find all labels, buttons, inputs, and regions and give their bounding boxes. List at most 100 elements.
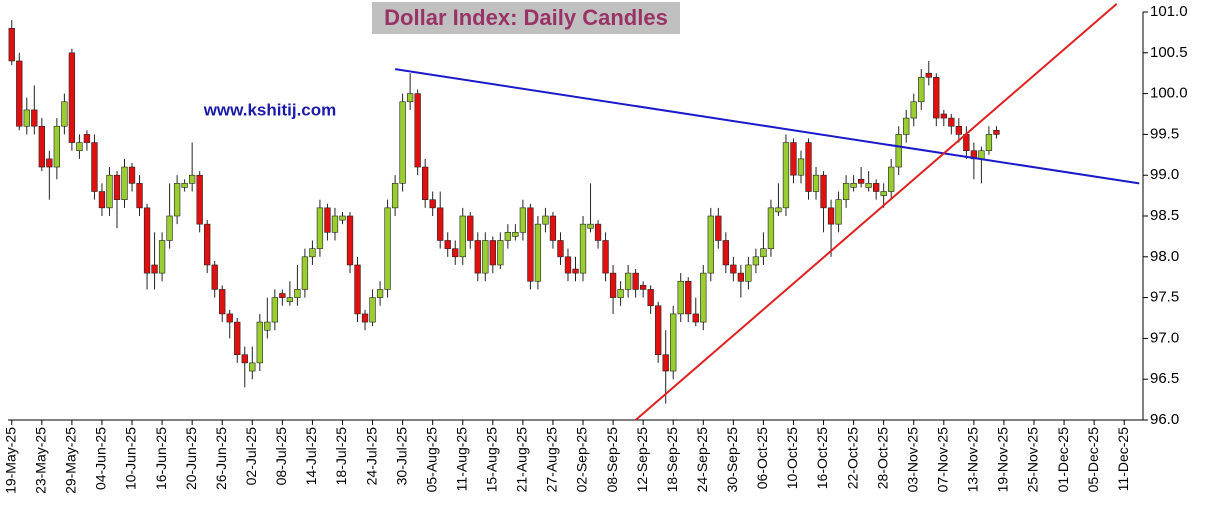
x-tick-label: 21-Aug-25 (514, 427, 530, 493)
x-tick-label: 02-Sep-25 (574, 427, 590, 493)
y-tick-label: 100.5 (1150, 44, 1188, 61)
y-tick-label: 96.5 (1150, 370, 1179, 387)
candle-body (489, 240, 496, 266)
candle-body (249, 362, 256, 372)
candle-body (579, 223, 587, 274)
x-tick-label: 22-Oct-25 (844, 427, 860, 489)
x-tick-label: 18-Jul-25 (333, 427, 349, 486)
candle-body (850, 183, 857, 188)
candle-body (76, 142, 83, 152)
candle-body (391, 183, 399, 209)
candle-body (587, 223, 594, 229)
candle-body (361, 313, 369, 323)
candle-body (827, 207, 835, 225)
x-tick-label: 27-Aug-25 (544, 427, 560, 493)
candle-body (948, 117, 955, 127)
candle-body (309, 248, 316, 258)
x-tick-label: 08-Sep-25 (604, 427, 620, 493)
candle-body (406, 93, 414, 103)
x-tick-label: 29-May-25 (63, 427, 79, 494)
candle-body (121, 166, 128, 200)
candle-body (23, 109, 30, 127)
candle-body (812, 174, 820, 192)
candle-body (857, 178, 865, 184)
candle-body (542, 215, 549, 225)
candle-body (978, 150, 985, 160)
candle-body (685, 280, 692, 315)
y-tick-label: 97.5 (1150, 289, 1179, 306)
candle-body (459, 215, 466, 258)
candle-body (624, 272, 632, 290)
candle-body (384, 207, 391, 290)
candle-body (707, 215, 714, 274)
candle-body (294, 289, 301, 298)
candle-body (880, 191, 887, 196)
x-tick-label: 30-Jul-25 (393, 427, 409, 486)
candle-body (918, 76, 925, 103)
candle-body (128, 166, 136, 184)
x-tick-label: 11-Aug-25 (453, 427, 469, 492)
candle-body (797, 158, 805, 176)
title-box (372, 2, 680, 34)
y-tick-label: 98.5 (1150, 207, 1179, 224)
candle-body (158, 240, 166, 274)
candle-body (369, 297, 376, 323)
candle-body (700, 272, 707, 323)
candle-body (31, 109, 38, 127)
trendline (634, 3, 1118, 421)
candle-body (376, 289, 384, 298)
y-tick-label: 98.0 (1150, 248, 1179, 265)
candle-body (346, 215, 354, 266)
chart-title: Dollar Index: Daily Candles (384, 5, 668, 30)
x-tick-label: 12-Sep-25 (634, 427, 650, 493)
y-tick-label: 96.0 (1150, 411, 1179, 428)
candle-body (38, 125, 45, 168)
candle-body (692, 313, 699, 323)
x-tick-label: 03-Nov-25 (904, 427, 920, 493)
candle-body (211, 264, 218, 290)
candle-body (113, 174, 121, 200)
candle-body (241, 354, 248, 364)
x-tick-label: 16-Oct-25 (814, 427, 830, 489)
y-tick-label: 101.0 (1150, 3, 1188, 20)
candle-body (136, 183, 143, 209)
x-tick-label: 07-Nov-25 (935, 427, 951, 493)
candle-body (782, 142, 790, 209)
candle-body (670, 313, 677, 372)
x-tick-label: 24-Sep-25 (694, 427, 710, 493)
candle-body (226, 313, 233, 323)
candle-body (910, 101, 917, 119)
candle-body (324, 207, 331, 233)
x-tick-label: 05-Dec-25 (1085, 427, 1101, 493)
candle-body (730, 264, 737, 274)
candle-body (279, 293, 286, 298)
x-tick-label: 14-Jul-25 (303, 427, 319, 486)
candle-body (655, 305, 662, 356)
candle-body (8, 28, 15, 62)
candle-body (181, 183, 188, 188)
candle-body (519, 207, 527, 233)
candle-body (835, 199, 842, 225)
candle-body (617, 289, 624, 298)
candle-body (632, 272, 639, 290)
candle-body (805, 142, 812, 192)
x-tick-label: 24-Jul-25 (363, 427, 379, 486)
x-tick-label: 15-Aug-25 (484, 427, 500, 493)
candle-body (497, 240, 504, 266)
candle-body (286, 297, 294, 302)
x-tick-label: 10-Oct-25 (784, 427, 800, 489)
candle-body (564, 256, 572, 274)
candle-body (903, 117, 910, 135)
x-tick-label: 11-Dec-25 (1115, 427, 1131, 492)
x-tick-label: 23-May-25 (33, 427, 49, 494)
y-tick-label: 100.0 (1150, 85, 1188, 102)
candle-body (452, 248, 459, 258)
x-tick-label: 13-Nov-25 (965, 427, 981, 493)
candle-body (173, 183, 181, 217)
candle-body (271, 297, 278, 323)
candle-body (399, 101, 406, 184)
candle-body (166, 215, 173, 241)
candle-body (639, 285, 647, 290)
x-tick-label: 19-May-25 (2, 427, 18, 494)
